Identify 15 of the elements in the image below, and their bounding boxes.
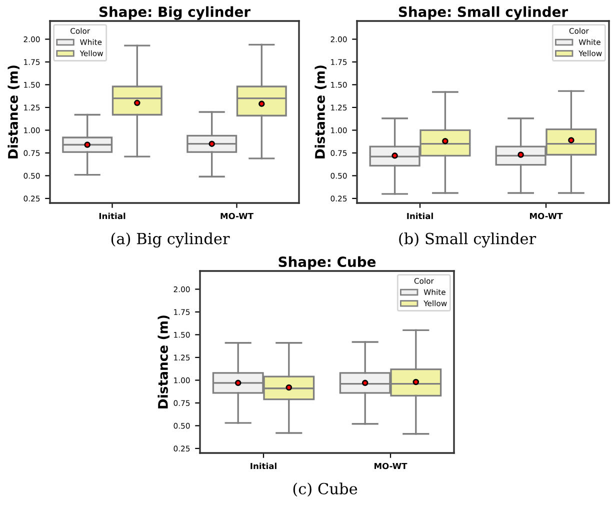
y-axis-title: Distance (m): [8, 66, 20, 158]
text: (b) Small cylinder: [399, 232, 536, 248]
x-tick-label: Initial: [407, 212, 433, 220]
text: (c) Cube: [293, 482, 358, 497]
chart-title: Shape: Small cylinder: [398, 6, 568, 20]
x-tick-label: Initial: [99, 212, 126, 220]
chart-title: Shape: Big cylinder: [99, 6, 250, 20]
y-axis-title: Distance (m): [158, 316, 170, 408]
x-tick-label: MO-WT: [374, 462, 408, 470]
text: (a) Big cylinder: [111, 232, 230, 248]
x-tick-label: Initial: [250, 462, 276, 470]
x-tick-label: MO-WT: [530, 212, 563, 220]
y-axis-title: Distance (m): [314, 66, 326, 158]
chart-title: Shape: Cube: [278, 256, 376, 270]
x-tick-label: MO-WT: [220, 212, 254, 220]
